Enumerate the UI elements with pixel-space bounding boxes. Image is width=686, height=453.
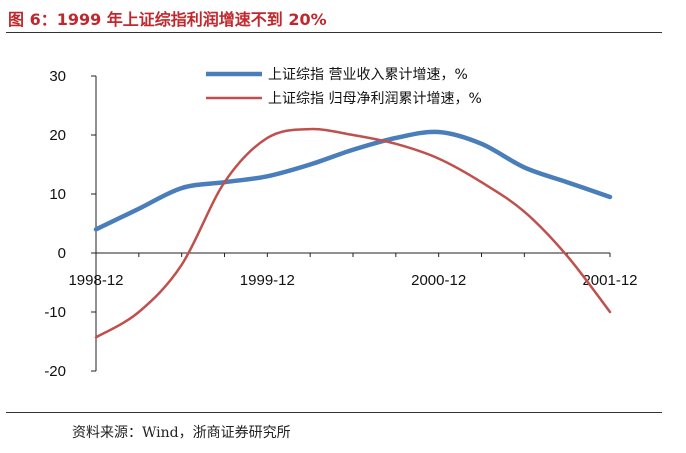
legend: 上证综指 营业收入累计增速，% 上证综指 归母净利润累计增速，%	[206, 67, 482, 107]
y-tick-label: 30	[49, 68, 66, 85]
y-tick-label: 20	[49, 127, 66, 144]
title-divider	[6, 32, 662, 33]
x-tick-label: 1999-12	[240, 272, 295, 289]
x-tick-label: 2000-12	[411, 272, 466, 289]
y-tick-label: -20	[44, 363, 66, 380]
series-line-1	[93, 129, 613, 232]
source-divider	[6, 412, 662, 413]
legend-label-2: 上证综指 归母净利润累计增速，%	[268, 90, 482, 107]
y-tick-label: -10	[44, 304, 66, 321]
figure-title: 图 6：1999 年上证综指利润增速不到 20%	[8, 10, 327, 29]
series-line-2	[94, 127, 612, 339]
x-tick-label: 2001-12	[582, 272, 637, 289]
y-tick-label: 10	[49, 186, 66, 203]
y-tick-label: 0	[58, 245, 66, 262]
series-lines	[93, 127, 613, 339]
legend-label-1: 上证综指 营业收入累计增速，%	[268, 67, 468, 83]
x-tick-label: 1998-12	[68, 272, 123, 289]
source-note: 资料来源：Wind，浙商证券研究所	[72, 425, 291, 441]
axes: 30 20 10 0 -10 -20 1998-12 1999-12 2000-12 2001-1…	[44, 68, 637, 380]
